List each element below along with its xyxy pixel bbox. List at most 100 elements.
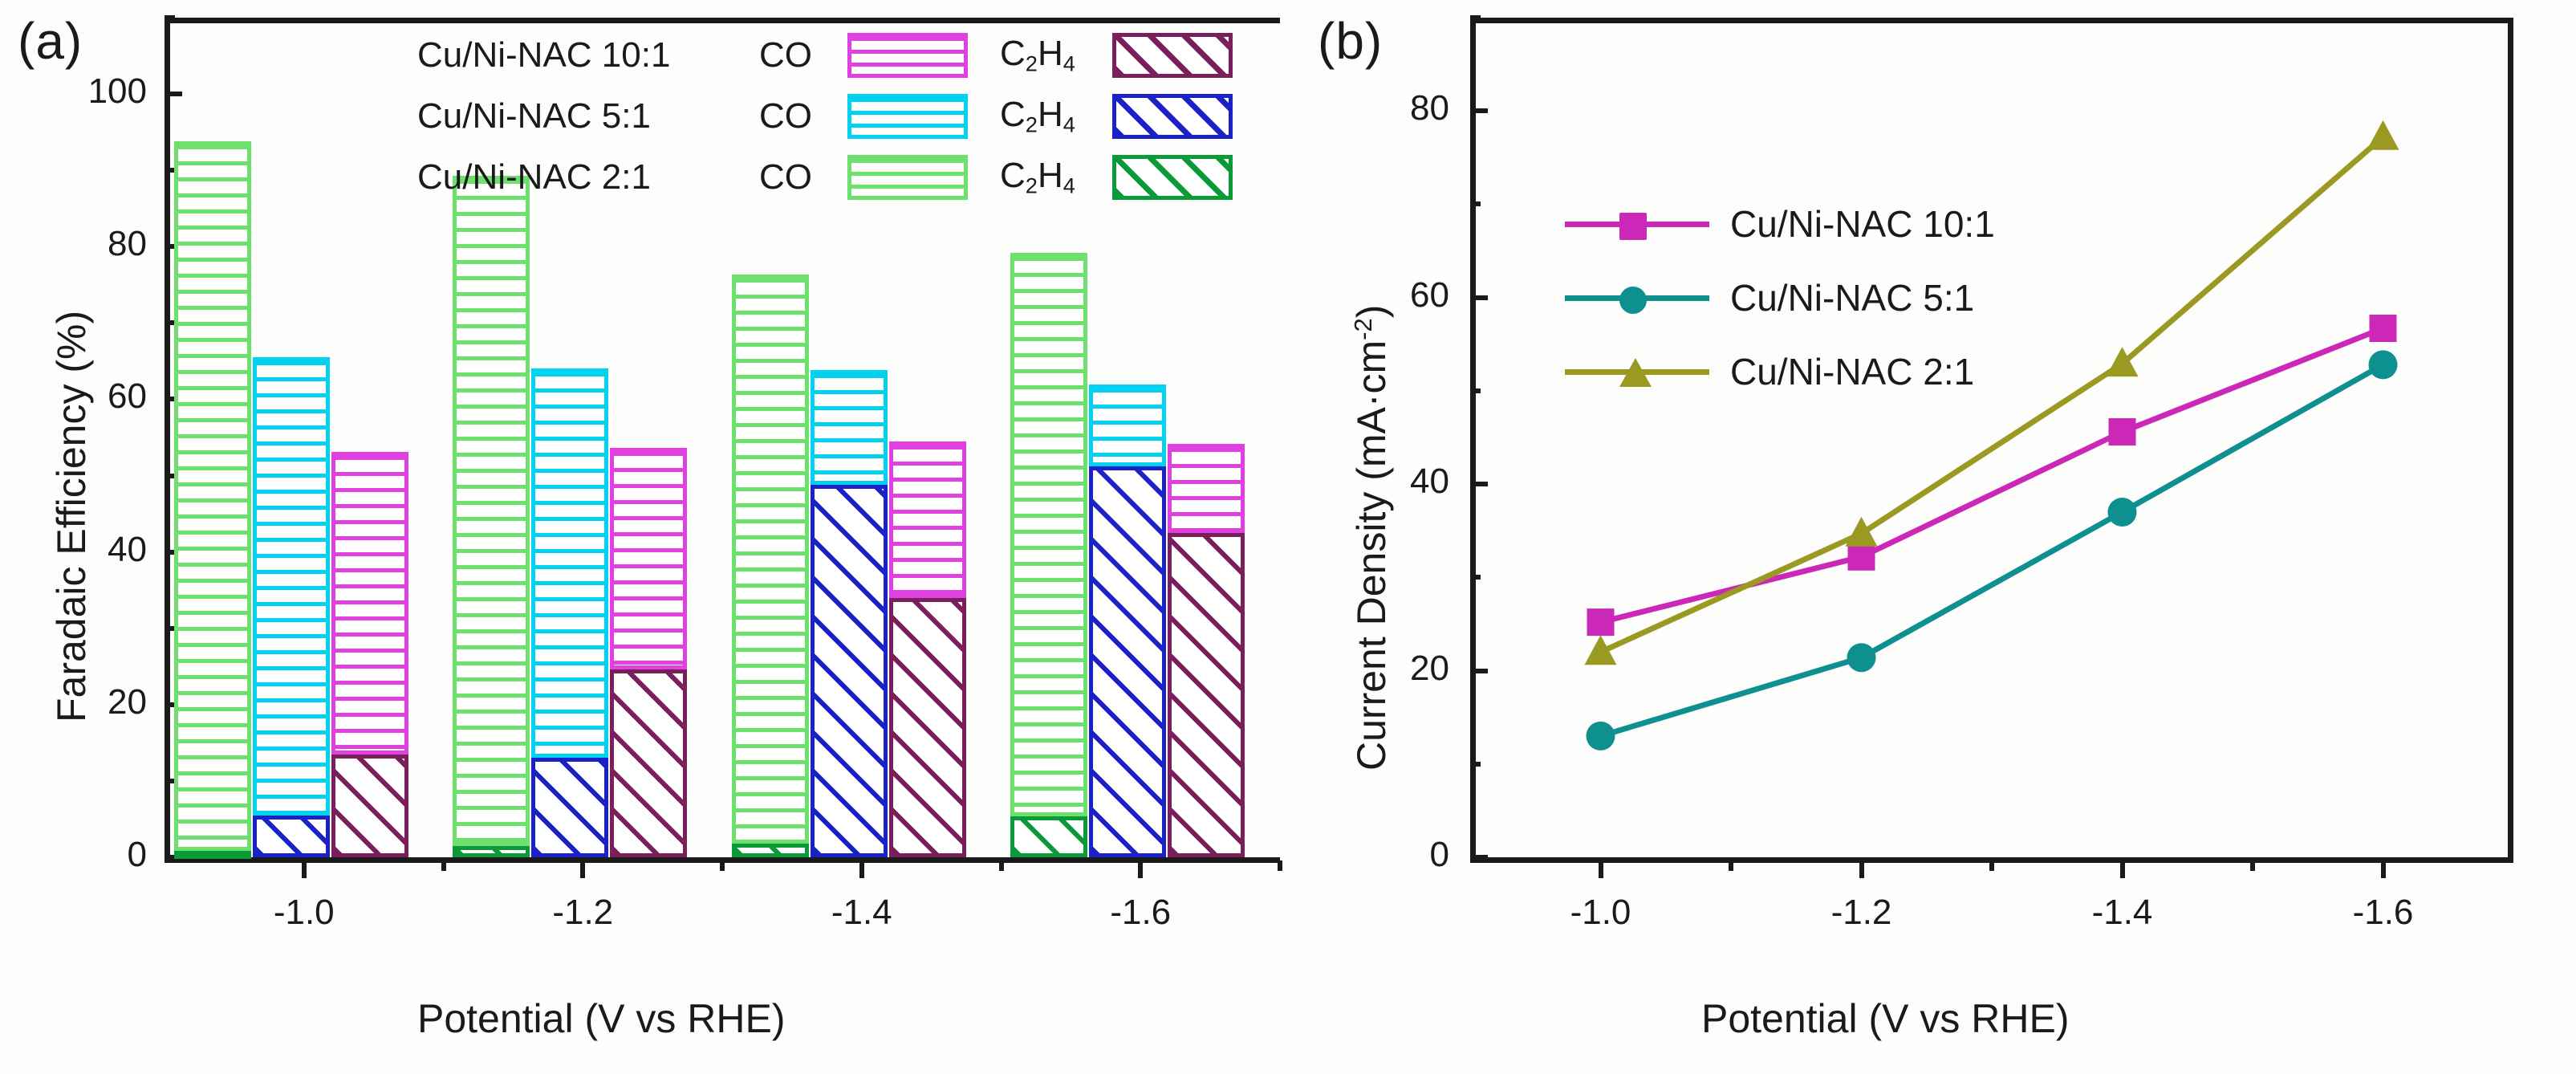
- bar-segment-co: [888, 441, 966, 598]
- legend-gas-co-label: CO: [759, 96, 812, 136]
- legend-swatch-co: [847, 94, 968, 139]
- panel-a-y-tick-minor: [165, 320, 175, 326]
- legend-row-1: Cu/Ni-NAC 5:1 CO C2H4: [417, 92, 1233, 141]
- panel-a-y-tick-label: 20: [108, 681, 147, 722]
- panel-b-legend-label: Cu/Ni-NAC 2:1: [1730, 351, 1975, 393]
- panel-a-x-axis-title: Potential (V vs RHE): [417, 996, 786, 1041]
- panel-b-y-tick-major: [1470, 108, 1488, 114]
- panel-b-y-tick-label: 20: [1410, 648, 1449, 688]
- panel-b-x-tick-label: -1.2: [1830, 893, 1892, 932]
- bar-10-1--1.4: [888, 441, 966, 857]
- panel-a-y-tick-label: 100: [87, 71, 147, 112]
- panel-b-x-tick-major: [1859, 860, 1864, 878]
- panel-b-legend: Cu/Ni-NAC 10:1 Cu/Ni-NAC 5:1 Cu/Ni-NAC 2:1: [1565, 201, 1995, 395]
- bar-segment-co: [610, 448, 688, 670]
- panel-b-x-tick-minor: [2250, 860, 2255, 871]
- panel-b-x-tick-label: -1.6: [2352, 893, 2414, 932]
- panel-a-x-axis-line: [165, 857, 1280, 863]
- panel-b-legend-row-2: Cu/Ni-NAC 2:1: [1565, 348, 1995, 395]
- panel-a-x-tick-label: -1.4: [831, 893, 892, 932]
- marker-circle: [2107, 497, 2137, 527]
- panel-a-x-tick-label: -1.6: [1110, 893, 1172, 932]
- bar-2-1--1.4: [731, 275, 809, 857]
- panel-b-x-tick-major: [2380, 860, 2386, 878]
- legend-gas-co-label: CO: [759, 157, 812, 197]
- marker-triangle: [1845, 516, 1878, 547]
- legend-series-name: Cu/Ni-NAC 10:1: [417, 35, 671, 75]
- panel-b-y-tick-minor: [1470, 388, 1481, 393]
- panel-b-label: (b): [1318, 12, 1383, 70]
- legend-row-2: Cu/Ni-NAC 2:1 CO C2H4: [417, 153, 1233, 202]
- bar-segment-co: [1089, 384, 1167, 467]
- legend-series-name: Cu/Ni-NAC 2:1: [417, 157, 651, 197]
- legend-marker-triangle: [1565, 348, 1709, 395]
- legend-swatch-c2h4: [1112, 155, 1233, 200]
- panel-a-x-tick-major: [1138, 860, 1144, 878]
- bar-segment-c2h4: [1168, 532, 1245, 857]
- bar-segment-c2h4: [610, 669, 688, 857]
- panel-a-x-tick-label: -1.0: [273, 893, 335, 932]
- bar-segment-c2h4: [453, 845, 530, 857]
- bar-5-1--1.2: [531, 368, 609, 857]
- marker-square: [2369, 315, 2397, 343]
- panel-a-y-tick-minor: [165, 778, 175, 783]
- bar-5-1--1.6: [1089, 384, 1167, 857]
- legend-swatch-co: [847, 33, 968, 78]
- panel-b-y-tick-minor: [1470, 201, 1481, 207]
- panel-a-y-tick-minor: [165, 15, 175, 20]
- bar-2-1--1.6: [1010, 252, 1088, 857]
- bar-10-1--1.6: [1168, 443, 1245, 857]
- panel-b-x-axis-title: Potential (V vs RHE): [1701, 996, 2070, 1041]
- legend-swatch-c2h4: [1112, 33, 1233, 78]
- panel-b-y-tick-major: [1470, 668, 1488, 673]
- panel-a-x-tick-minor: [441, 860, 446, 871]
- panel-b-x-tick-minor: [1729, 860, 1733, 871]
- marker-triangle: [1584, 635, 1617, 665]
- legend-gas-c2h4-label: C2H4: [1000, 156, 1075, 198]
- panel-a-x-tick-major: [301, 860, 307, 878]
- bar-2-1--1.0: [173, 141, 251, 860]
- panel-a-y-tick-label: 60: [108, 376, 147, 417]
- bar-segment-c2h4: [331, 754, 408, 857]
- legend-marker-circle: [1565, 275, 1709, 321]
- marker-square: [2108, 418, 2136, 446]
- panel-a-y-tick-major: [165, 855, 182, 860]
- legend-gas-c2h4-label: C2H4: [1000, 34, 1075, 76]
- panel-b-y-tick-label: 0: [1429, 835, 1449, 874]
- bar-5-1--1.0: [252, 357, 330, 857]
- panel-b-current-density: (b) Current Density (mA·cm-2) Potential …: [1300, 0, 2576, 1074]
- marker-circle: [2368, 350, 2398, 380]
- bar-segment-co: [810, 370, 888, 485]
- panel-b-legend-row-1: Cu/Ni-NAC 5:1: [1565, 275, 1995, 321]
- panel-b-x-tick-label: -1.0: [1570, 893, 1631, 932]
- panel-b-y-tick-minor: [1470, 575, 1481, 580]
- panel-a-y-tick-major: [165, 702, 182, 707]
- panel-b-y-tick-label: 80: [1410, 88, 1449, 128]
- bar-segment-c2h4: [1010, 816, 1088, 857]
- bar-10-1--1.2: [610, 448, 688, 857]
- panel-a-y-tick-major: [165, 244, 182, 250]
- panel-b-y-tick-label: 40: [1410, 462, 1449, 502]
- panel-b-line-series: [1584, 120, 2399, 751]
- panel-a-y-axis-title: Faradaic Efficiency (%): [49, 310, 94, 722]
- bar-segment-co: [531, 368, 609, 759]
- panel-a-x-tick-minor: [998, 860, 1004, 871]
- legend-swatch-c2h4: [1112, 94, 1233, 139]
- bar-segment-c2h4: [531, 758, 609, 857]
- panel-b-x-tick-major: [1598, 860, 1603, 878]
- panel-a-y-tick-major: [165, 397, 182, 402]
- bar-segment-co: [731, 275, 809, 844]
- legend-row-0: Cu/Ni-NAC 10:1 CO C2H4: [417, 31, 1233, 80]
- panel-b-legend-label: Cu/Ni-NAC 10:1: [1730, 203, 1995, 245]
- panel-a-x-tick-minor: [1278, 860, 1282, 871]
- panel-a-faradaic-efficiency: (a) Faradaic Efficiency (%) Potential (V…: [18, 12, 1282, 1041]
- panel-b-x-tick-minor: [1989, 860, 1994, 871]
- legend-gas-co-label: CO: [759, 35, 812, 75]
- line-Cu-Ni-NAC-5-1: [1599, 362, 2385, 739]
- bar-10-1--1.0: [331, 452, 408, 857]
- panel-b-legend-label: Cu/Ni-NAC 5:1: [1730, 277, 1975, 319]
- panel-a-legend: Cu/Ni-NAC 10:1 CO C2H4 Cu/Ni-NAC 5:1 CO C2H4 C…: [417, 31, 1233, 202]
- panel-a-y-tick-minor: [165, 168, 175, 173]
- legend-gas-c2h4-label: C2H4: [1000, 95, 1075, 137]
- panel-a-x-tick-major: [859, 860, 864, 878]
